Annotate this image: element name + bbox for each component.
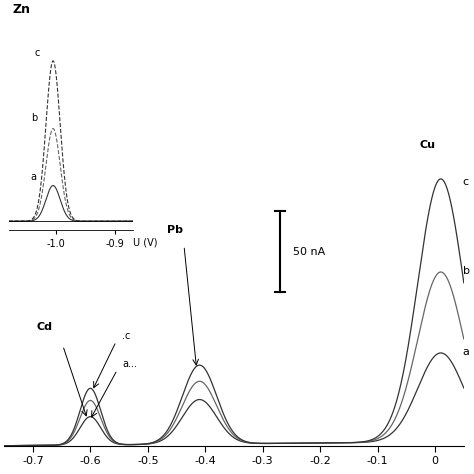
Text: b: b (463, 266, 470, 276)
Text: a: a (463, 346, 469, 357)
Text: a...: a... (122, 359, 137, 369)
Text: Pb: Pb (167, 225, 183, 235)
Text: Cu: Cu (419, 140, 435, 150)
Text: Cd: Cd (36, 322, 53, 332)
Text: 50 nA: 50 nA (292, 246, 325, 256)
Text: Zn: Zn (13, 3, 31, 17)
Text: .c: .c (122, 330, 130, 340)
Text: c: c (463, 177, 469, 187)
